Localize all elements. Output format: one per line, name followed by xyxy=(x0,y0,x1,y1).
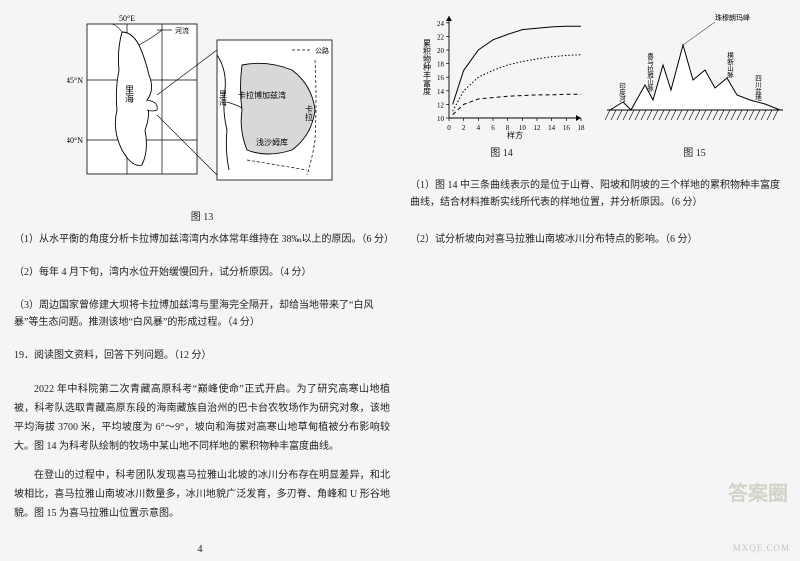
fig13-map: 50°E 45°N 40°N 里海 河流 xyxy=(67,10,337,200)
q13-2: （2）每年 4 月下旬，湾内水位开始缓慢回升，试分析原因。（4 分） xyxy=(14,264,390,281)
svg-text:2: 2 xyxy=(461,124,465,132)
q19-head: 19．阅读图文资料，回答下列问题。（12 分） xyxy=(14,347,390,364)
fig15-diagram: 珠穆朗玛峰印度河 喜马拉雅山脉 横断山脉四川盆地 xyxy=(605,10,785,140)
svg-text:16: 16 xyxy=(562,124,570,132)
q13-1: （1）从水平衡的角度分析卡拉博加兹湾湾内水体常年维持在 38‰以上的原因。（6 … xyxy=(14,231,390,248)
svg-text:20: 20 xyxy=(437,47,445,55)
svg-text:12: 12 xyxy=(533,124,541,132)
svg-text:22: 22 xyxy=(437,33,445,41)
q19-p1: 2022 年中科院第二次青藏高原科考“巅峰使命”正式开启。为了研究高寒山地植被，… xyxy=(14,380,390,456)
fig15-caption: 图 15 xyxy=(603,144,786,159)
svg-text:里海: 里海 xyxy=(219,90,228,107)
svg-text:0: 0 xyxy=(447,124,451,132)
svg-text:浅沙姆库: 浅沙姆库 xyxy=(256,137,288,147)
q13-3: （3）周边国家曾修建大坝将卡拉博加兹湾与里海完全隔开，却给当地带来了“白风暴”等… xyxy=(14,297,390,331)
svg-text:18: 18 xyxy=(437,61,445,69)
svg-text:12: 12 xyxy=(437,101,445,109)
svg-text:10: 10 xyxy=(437,115,445,123)
svg-text:14: 14 xyxy=(548,124,556,132)
svg-text:里海: 里海 xyxy=(124,85,134,104)
q19-p2: 在登山的过程中，科考团队发现喜马拉雅山北坡的冰川分布存在明显差异，和北坡相比，喜… xyxy=(14,466,390,523)
svg-text:印度河: 印度河 xyxy=(617,82,625,102)
svg-text:公路: 公路 xyxy=(315,46,329,55)
svg-text:累积物种丰富度: 累积物种丰富度 xyxy=(422,39,431,96)
fig14-chart: 1012141618202224024681012141618样方累积物种丰富度 xyxy=(417,10,587,140)
watermark-url: MXQE.COM xyxy=(733,543,790,553)
fig14-caption: 图 14 xyxy=(410,144,593,159)
svg-text:卡拉博加兹湾: 卡拉博加兹湾 xyxy=(238,90,286,100)
svg-text:50°E: 50°E xyxy=(119,14,135,23)
fig13-caption: 图 13 xyxy=(14,208,390,223)
svg-text:喜马拉雅山脉: 喜马拉雅山脉 xyxy=(645,51,653,92)
svg-text:45°N: 45°N xyxy=(67,76,83,85)
svg-text:样方: 样方 xyxy=(507,130,523,140)
q19-2: （2）试分析坡向对喜马拉雅山南坡冰川分布特点的影响。（6 分） xyxy=(410,231,786,248)
svg-text:河流: 河流 xyxy=(175,26,189,35)
svg-text:4: 4 xyxy=(476,124,480,132)
svg-text:卡拉: 卡拉 xyxy=(305,104,314,122)
q19-1: （1）图 14 中三条曲线表示的是位于山脊、阳坡和阴坡的三个样地的累积物种丰富度… xyxy=(410,177,786,211)
svg-text:6: 6 xyxy=(491,124,495,132)
page-number: 4 xyxy=(198,544,203,555)
svg-text:24: 24 xyxy=(437,20,445,28)
svg-text:横断山脉: 横断山脉 xyxy=(725,51,733,79)
svg-text:14: 14 xyxy=(437,88,445,96)
svg-text:16: 16 xyxy=(437,74,445,82)
svg-text:珠穆朗玛峰: 珠穆朗玛峰 xyxy=(715,13,750,22)
svg-text:四川盆地: 四川盆地 xyxy=(753,75,761,102)
svg-text:18: 18 xyxy=(577,124,585,132)
watermark-text: 答案圈 xyxy=(728,477,788,506)
svg-text:40°N: 40°N xyxy=(67,136,83,145)
